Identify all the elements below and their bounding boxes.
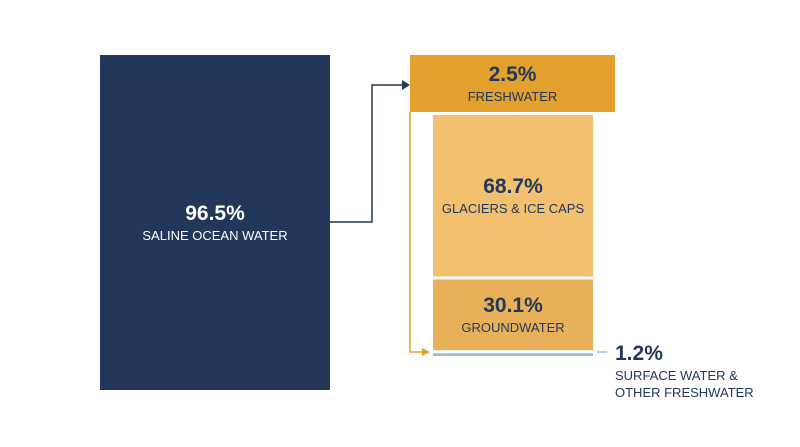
category-label: GROUNDWATER (461, 320, 565, 336)
label: 96.5% SALINE OCEAN WATER (100, 55, 330, 390)
label: 30.1% GROUNDWATER (433, 279, 593, 350)
value-label: 2.5% (488, 63, 537, 86)
value-label: 1.2% (615, 342, 663, 366)
arrowhead (422, 348, 430, 356)
ocean-box (100, 55, 330, 390)
value-label: 30.1% (483, 294, 543, 318)
breakdown-segment (433, 353, 593, 356)
connector (409, 112, 424, 353)
breakdown-segment (433, 115, 593, 277)
value-label: 68.7% (483, 175, 543, 199)
category-label: SURFACE WATER & OTHER FRESHWATER (615, 368, 754, 401)
category-label: SALINE OCEAN WATER (142, 228, 288, 243)
label: 2.5% FRESHWATER (410, 55, 615, 112)
arrowhead (402, 80, 410, 90)
freshwater-box (410, 55, 615, 112)
connector (330, 84, 404, 223)
label: 1.2% SURFACE WATER & OTHER FRESHWATER (615, 341, 765, 401)
label: 68.7% GLACIERS & ICE CAPS (433, 115, 593, 276)
category-label: GLACIERS & ICE CAPS (441, 201, 585, 217)
category-label: FRESHWATER (467, 89, 558, 104)
breakdown-segment (433, 279, 593, 351)
value-label: 96.5% (185, 202, 245, 225)
